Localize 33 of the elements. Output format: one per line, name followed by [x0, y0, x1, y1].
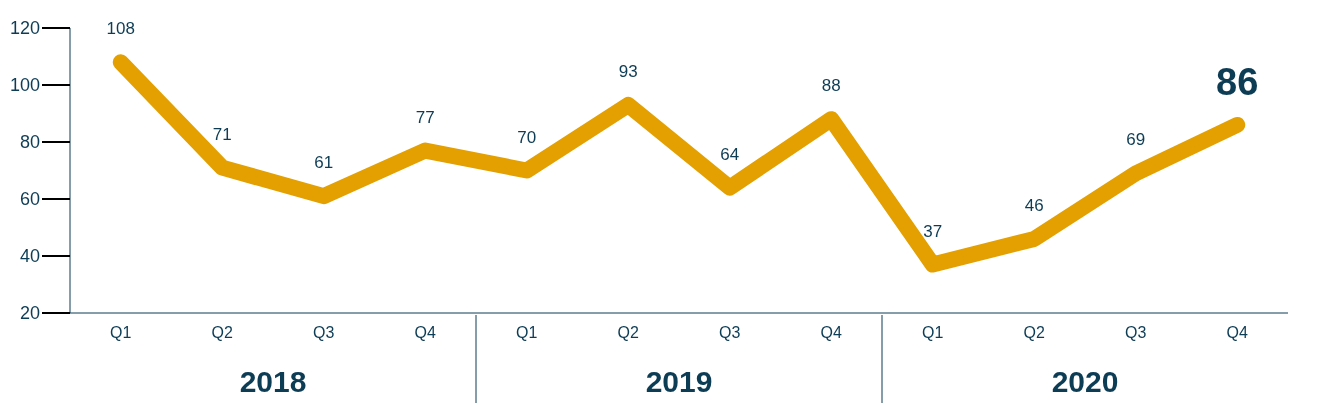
data-label: 93	[618, 61, 638, 81]
x-tick-label: Q2	[1023, 324, 1046, 342]
data-label: 69	[1126, 130, 1146, 150]
x-tick-label: Q4	[414, 324, 437, 342]
data-label: 70	[517, 127, 537, 147]
text: 2018	[238, 365, 308, 399]
x-tick-label: Q2	[617, 324, 640, 342]
data-label: 71	[212, 124, 232, 144]
data-label: 61	[314, 153, 334, 173]
text: 2019	[644, 365, 714, 399]
x-tick-label: Q3	[313, 324, 335, 342]
data-label: 37	[923, 221, 943, 241]
y-tick-label: 60	[19, 189, 40, 210]
y-tick-label: 20	[19, 303, 40, 324]
x-tick-label: Q1	[516, 324, 538, 342]
x-tick-label: Q3	[719, 324, 741, 342]
data-label: 77	[415, 107, 435, 127]
data-label: 46	[1024, 195, 1044, 215]
x-tick-label: Q1	[110, 324, 132, 342]
y-tick-label: 120	[9, 18, 40, 39]
x-tick-label: Q4	[820, 324, 843, 342]
y-tick-label: 100	[9, 75, 40, 96]
data-label: 108	[106, 19, 135, 39]
text: 2020	[1050, 365, 1120, 399]
x-tick-label: Q4	[1226, 324, 1249, 342]
data-label: 64	[720, 144, 740, 164]
x-tick-label: Q1	[922, 324, 944, 342]
x-tick-label: Q2	[211, 324, 234, 342]
data-label: 88	[821, 76, 841, 96]
y-tick-label: 40	[19, 246, 40, 267]
y-tick-label: 80	[19, 132, 40, 153]
data-label: 86	[1216, 60, 1259, 103]
x-tick-label: Q3	[1125, 324, 1147, 342]
